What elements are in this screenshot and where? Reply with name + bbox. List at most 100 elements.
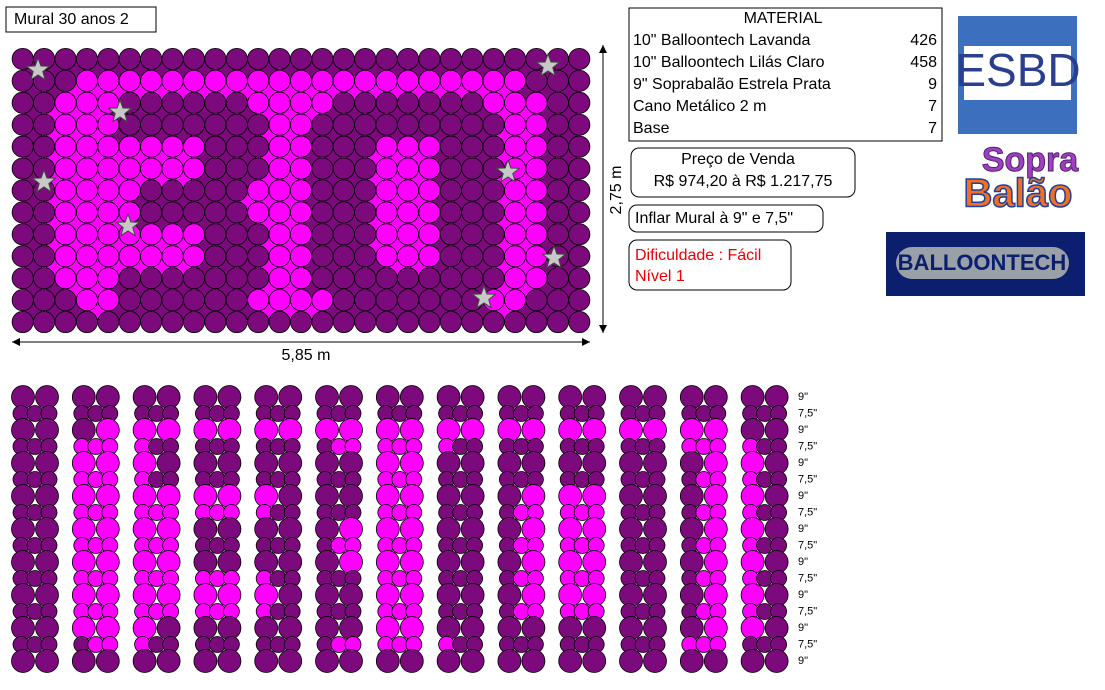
balloon — [247, 91, 270, 114]
balloon — [582, 616, 607, 640]
balloon — [397, 135, 420, 158]
balloon — [161, 245, 184, 268]
balloon — [193, 418, 218, 442]
balloon — [35, 550, 59, 574]
balloon — [95, 418, 120, 442]
balloon — [156, 550, 181, 574]
balloon — [204, 245, 227, 268]
balloon — [11, 311, 34, 334]
balloon — [75, 135, 98, 158]
balloon — [54, 223, 77, 246]
balloon — [11, 69, 34, 92]
balloon — [311, 113, 334, 136]
height-label: 2,75 m — [608, 166, 625, 215]
balloon-small — [87, 570, 105, 587]
balloon — [225, 267, 248, 290]
balloon — [140, 69, 163, 92]
balloon — [75, 179, 98, 202]
balloon — [436, 517, 461, 541]
balloon — [54, 135, 77, 158]
balloon — [140, 223, 163, 246]
balloon-small — [695, 537, 713, 554]
balloon — [679, 517, 704, 541]
balloon — [217, 418, 242, 442]
balloon — [254, 616, 279, 640]
balloon-small — [695, 405, 713, 422]
balloon — [461, 157, 484, 180]
balloon — [546, 289, 569, 312]
balloon — [397, 157, 420, 180]
balloon — [504, 69, 527, 92]
balloon — [11, 616, 35, 640]
balloon — [268, 157, 291, 180]
balloon-small — [87, 438, 105, 455]
balloon — [546, 311, 569, 334]
balloon — [97, 157, 120, 180]
balloon — [436, 418, 461, 442]
balloon — [764, 649, 789, 673]
balloon — [546, 223, 569, 246]
balloon-small — [26, 636, 44, 653]
balao: Balão — [964, 172, 1073, 216]
balloon — [436, 550, 461, 574]
balloon — [315, 418, 339, 442]
balloon — [504, 311, 527, 334]
balloon — [482, 223, 505, 246]
width-label: 5,85 m — [282, 347, 331, 364]
balloon — [740, 583, 765, 607]
material-title: MATERIAL — [744, 10, 823, 27]
balloon-small — [87, 537, 105, 554]
balloon — [268, 135, 291, 158]
balloon — [332, 69, 355, 92]
balloon — [439, 201, 462, 224]
balloon — [375, 451, 400, 475]
balloon — [461, 179, 484, 202]
balloon — [397, 267, 420, 290]
balloon — [161, 47, 184, 70]
balloon — [436, 484, 461, 508]
balloon — [161, 201, 184, 224]
balloon — [254, 451, 279, 475]
balloon — [97, 47, 120, 70]
balloon — [740, 484, 765, 508]
balloon — [482, 311, 505, 334]
size-label: 9" — [798, 622, 808, 634]
balloon — [504, 245, 527, 268]
balloon — [54, 47, 77, 70]
balloon — [619, 583, 643, 607]
balloon — [11, 113, 34, 136]
balloon — [289, 135, 312, 158]
balloon — [225, 245, 248, 268]
balloon — [54, 113, 77, 136]
balloon — [439, 311, 462, 334]
balloon — [375, 311, 398, 334]
balloon — [75, 91, 98, 114]
size-label: 9" — [798, 490, 808, 502]
balloon — [339, 583, 363, 607]
balloon — [397, 245, 420, 268]
balloon — [278, 517, 303, 541]
balloon — [740, 451, 765, 475]
balloon — [204, 47, 227, 70]
balloon-small — [513, 471, 530, 488]
balloon — [11, 385, 35, 409]
balloon — [460, 649, 485, 673]
balloon — [75, 157, 98, 180]
balloon-small — [513, 438, 530, 455]
balloon — [247, 113, 270, 136]
balloon — [161, 135, 184, 158]
balloon-small — [26, 603, 44, 620]
balloon — [268, 113, 291, 136]
balloon — [399, 451, 424, 475]
balloon — [54, 311, 77, 334]
balloon — [95, 517, 120, 541]
balloon — [582, 451, 607, 475]
balloon — [525, 113, 548, 136]
balloon — [525, 311, 548, 334]
balloon — [504, 135, 527, 158]
material-name: Base — [633, 120, 670, 137]
balloon — [193, 385, 218, 409]
balloon — [497, 451, 522, 475]
balloon — [546, 113, 569, 136]
star-balloon — [471, 284, 497, 309]
